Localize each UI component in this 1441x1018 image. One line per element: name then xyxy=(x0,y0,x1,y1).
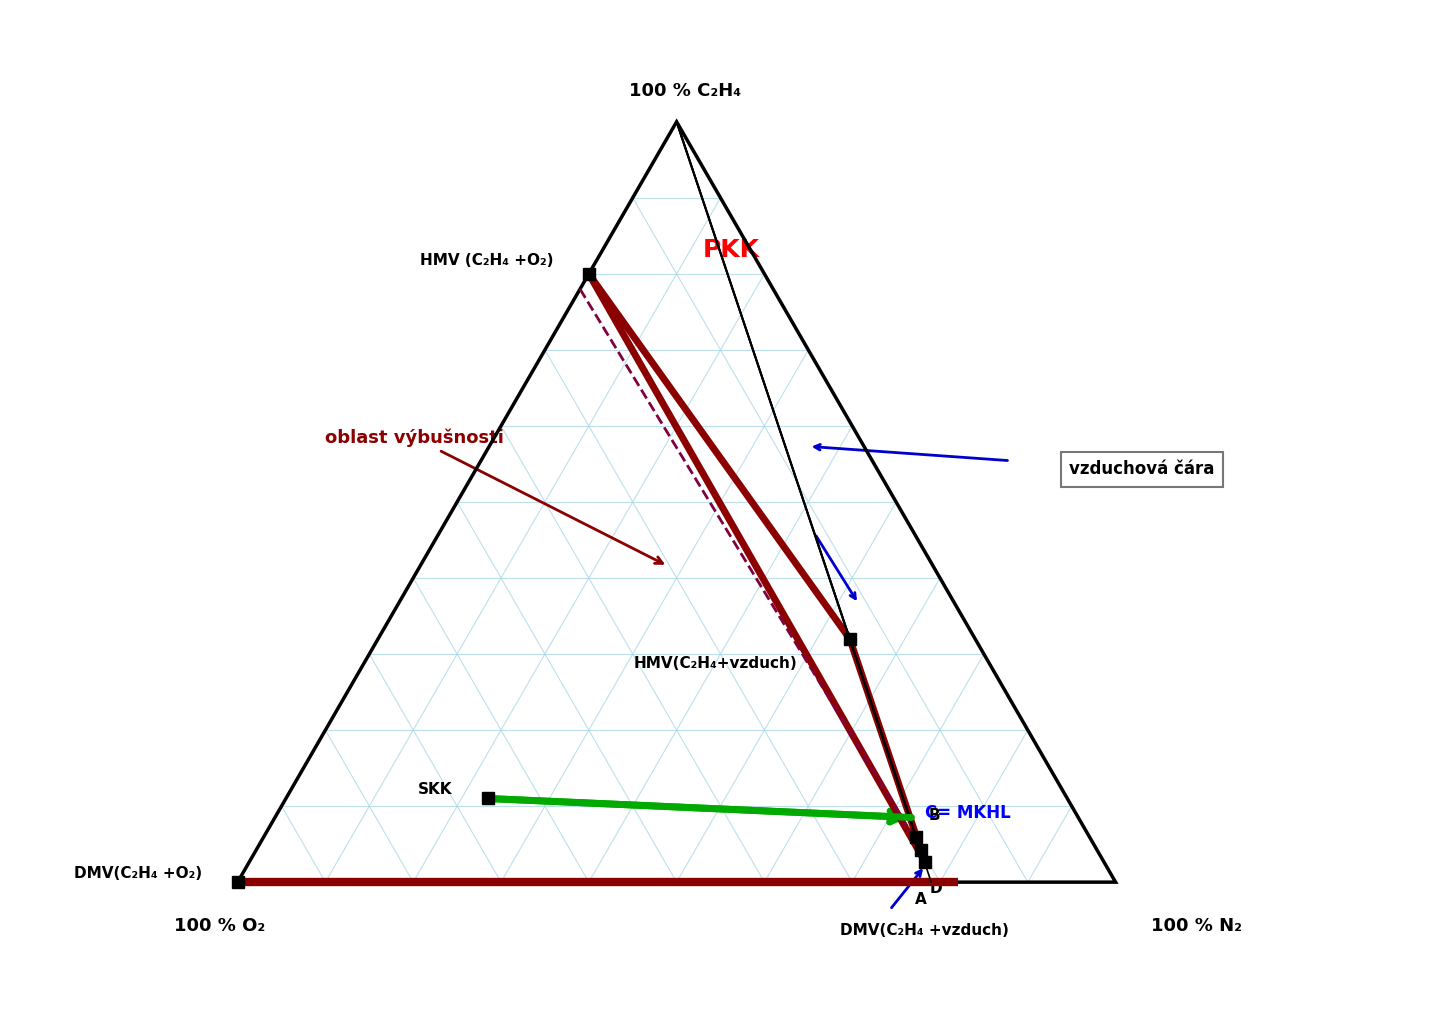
Text: 100 % O₂: 100 % O₂ xyxy=(174,917,265,936)
Text: HMV (C₂H₄ +O₂): HMV (C₂H₄ +O₂) xyxy=(421,253,553,268)
Text: SKK: SKK xyxy=(418,782,452,797)
Text: C= MKHL: C= MKHL xyxy=(925,804,1010,823)
Text: HMV(C₂H₄+vzduch): HMV(C₂H₄+vzduch) xyxy=(633,657,797,672)
Text: oblast výbušnosti: oblast výbušnosti xyxy=(326,429,663,563)
Text: DMV(C₂H₄ +vzduch): DMV(C₂H₄ +vzduch) xyxy=(840,923,1009,938)
Text: A: A xyxy=(915,893,927,907)
Text: PKK: PKK xyxy=(703,238,759,262)
Text: vzduchová čára: vzduchová čára xyxy=(1069,460,1215,478)
Text: D: D xyxy=(929,881,942,896)
Text: DMV(C₂H₄ +O₂): DMV(C₂H₄ +O₂) xyxy=(75,866,203,881)
Text: 100 % N₂: 100 % N₂ xyxy=(1151,917,1242,936)
Text: B: B xyxy=(929,808,941,824)
Text: 100 % C₂H₄: 100 % C₂H₄ xyxy=(630,81,742,100)
